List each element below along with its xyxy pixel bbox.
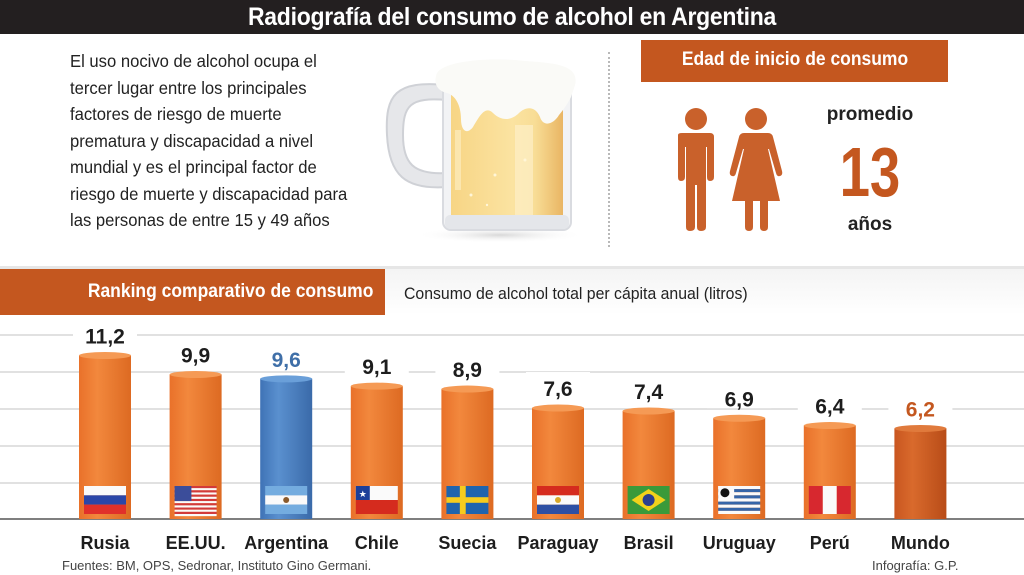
value-label: 8,9 [453,359,482,382]
intro-text: El uso nocivo de alcohol ocupa el tercer… [70,48,400,234]
page-title: Radiografía del consumo de alcohol en Ar… [0,0,1024,34]
value-label: 6,2 [906,398,935,421]
footer-credit: Infografía: G.P. [872,558,959,573]
svg-text:★: ★ [359,489,367,499]
age-value-text: 13 [839,133,901,211]
russia-flag-icon [84,486,126,514]
value-label-backdrop [435,353,500,380]
intro-line: factores de riesgo de muerte [70,104,282,124]
bar-cap [169,370,222,378]
paraguay-flag-icon [537,486,579,514]
sweden-flag-icon [446,486,489,514]
value-label-backdrop [707,382,772,409]
bar-cap [79,351,131,359]
category-label: Mundo [891,533,950,553]
value-label: 11,2 [85,325,125,348]
intro-line: las personas de entre 15 y 49 años [70,210,330,230]
uruguay-flag-icon [718,486,761,514]
bar-cap [260,375,313,383]
chile-flag-icon: ★ [355,486,398,514]
footer-sources: Fuentes: BM, OPS, Sedronar, Instituto Gi… [62,558,372,573]
chart-subtitle-text: Consumo de alcohol total per cápita anua… [404,284,748,303]
man-icon [678,108,714,231]
age-section-header-text: Edad de inicio de consumo [681,49,908,70]
category-label: Paraguay [517,533,598,553]
bar-cap [713,414,766,422]
value-label-backdrop [254,342,319,369]
value-label: 6,9 [725,388,754,411]
people-icons [678,108,783,231]
category-label: Perú [810,533,850,553]
age-value: 13 [815,132,925,212]
age-section-header: Edad de inicio de consumo [641,40,948,82]
bar-cap [894,424,947,432]
value-label: 7,6 [543,378,572,401]
bar-chart: ★ 11,2 Rusia 9,9 EE.UU. 9,6 Argentina 9,1 Chile… [0,319,1024,553]
intro-line: mundial y es el principal factor de [70,157,317,177]
bar-cap [350,382,403,390]
intro-line: tercer lugar entre los principales [70,77,307,98]
intro-line: El uso nocivo de alcohol ocupa el [70,51,317,71]
category-label: EE.UU. [166,533,226,553]
value-label: 6,4 [815,396,845,419]
category-label: Suecia [438,533,497,553]
band-shadow [0,266,1024,269]
value-label-backdrop [797,389,862,416]
category-label: Argentina [244,533,329,553]
value-label: 9,6 [272,349,301,372]
intro-line: riesgo de muerte y discapacidad para [70,183,348,204]
age-label-promedio: promedio [826,104,914,125]
value-label: 9,1 [362,356,392,379]
beer-mug-icon [385,59,585,243]
age-label-anos: años [847,214,893,235]
value-label-backdrop [526,372,590,399]
usa-flag-icon [174,486,217,517]
brazil-flag-icon [627,486,670,514]
argentina-flag-icon [265,486,308,514]
ranking-header: Ranking comparativo de consumo [0,269,385,315]
value-label-backdrop [73,319,137,346]
value-label-backdrop [344,350,409,377]
category-label: Brasil [624,533,674,553]
peru-flag-icon [808,486,851,514]
category-label: Chile [355,533,399,553]
chart-subtitle: Consumo de alcohol total per cápita anua… [404,284,773,304]
bar-cap [441,385,494,393]
bar [894,428,947,519]
woman-icon [729,108,783,231]
bar-cap [803,422,856,430]
category-label: Rusia [80,533,130,553]
intro-line: prematura y discapacidad a nivel [70,130,314,151]
value-label-backdrop [163,338,228,365]
value-label: 9,9 [181,344,210,367]
value-label-backdrop [616,374,681,401]
bar-cap [532,404,584,412]
page-title-text: Radiografía del consumo de alcohol en Ar… [247,3,777,31]
category-label: Uruguay [703,533,776,553]
value-label-backdrop [888,392,953,419]
bar-cap [622,407,675,415]
value-label: 7,4 [634,381,664,404]
ranking-header-text: Ranking comparativo de consumo [87,281,373,302]
section-divider [608,52,610,247]
